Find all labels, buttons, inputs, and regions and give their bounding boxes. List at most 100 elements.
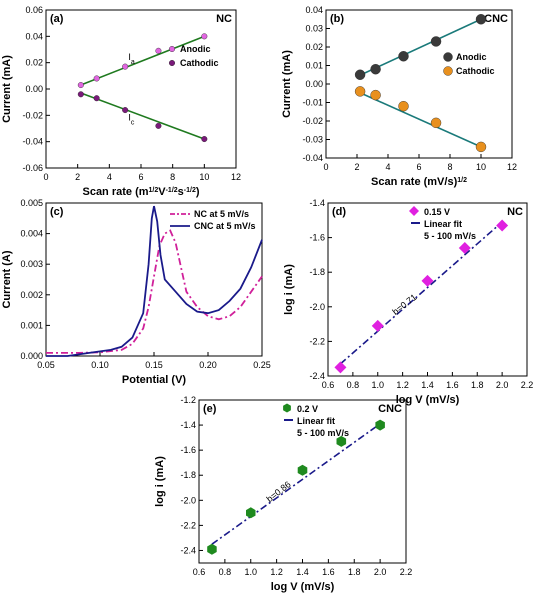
fit-line — [356, 90, 482, 148]
x-tick-label: 12 — [507, 162, 517, 172]
corner-label: CNC — [378, 403, 402, 415]
data-point — [93, 75, 100, 82]
data-point — [354, 86, 366, 97]
x-axis-label-superscript: 1/2 — [457, 177, 467, 184]
legend-label: NC at 5 mV/s — [194, 209, 249, 219]
data-point — [201, 33, 208, 40]
x-tick-label: 0 — [323, 162, 328, 172]
y-tick-label: -1.4 — [309, 198, 325, 208]
series-line — [46, 205, 263, 357]
x-tick-label: 1.6 — [322, 567, 335, 577]
y-tick-label: -0.06 — [22, 163, 43, 173]
legend-label: Linear fit — [297, 416, 335, 426]
x-tick-label: 6 — [416, 162, 421, 172]
panel-c: 0.05 0.10 0.15 0.20 0.25 0.000 0.001 0.002 0.003… — [1, 198, 271, 386]
y-tick-label: 0.005 — [20, 198, 43, 208]
panel-d: 0.6 0.8 1.0 1.2 1.4 1.6 1.8 2.0 2.2 -2.4 -2.2 -2.0 -… — [283, 198, 533, 406]
x-tick-label: 0.20 — [199, 360, 217, 370]
legend-label: 0.2 V — [297, 404, 318, 414]
data-point — [336, 435, 347, 447]
y-tick-label: 0.004 — [20, 229, 43, 239]
x-tick-label: 1.8 — [471, 380, 484, 390]
x-axis-label: Scan rate (m1/2V-1/2s-1/2) — [82, 186, 199, 198]
legend-marker — [168, 60, 175, 67]
x-tick-label: 2 — [75, 172, 80, 182]
x-tick-label: 0.25 — [253, 360, 271, 370]
corner-label: NC — [507, 206, 523, 218]
data-point — [122, 63, 129, 70]
y-tick-label: 0.02 — [305, 42, 323, 52]
panel-label: (d) — [332, 206, 346, 218]
y-tick-label: -1.4 — [180, 420, 196, 430]
data-point — [334, 361, 347, 374]
data-point — [297, 464, 308, 476]
x-tick-label: 1.2 — [270, 567, 283, 577]
x-tick-label: 0.15 — [145, 360, 163, 370]
x-tick-label: 0.6 — [322, 380, 335, 390]
x-tick-label: 12 — [231, 172, 241, 182]
x-axis-label-part: log V (mV/s) — [396, 394, 460, 406]
x-tick-label: 10 — [199, 172, 209, 182]
x-tick-label: 1.8 — [348, 567, 361, 577]
y-tick-label: 0.04 — [25, 31, 43, 41]
x-axis-label-part: log V (mV/s) — [271, 581, 335, 593]
legend-label: Cathodic — [456, 66, 495, 76]
x-tick-label: 0 — [43, 172, 48, 182]
data-point — [155, 47, 162, 54]
data-point — [496, 219, 509, 232]
y-tick-label: -1.2 — [180, 395, 196, 405]
y-axis-label: Current (mA) — [1, 55, 13, 123]
legend-note: 5 - 100 mV/s — [297, 428, 349, 438]
series-line — [46, 229, 263, 354]
data-point — [370, 89, 381, 101]
y-tick-label: -0.02 — [22, 110, 43, 120]
y-tick-label: -2.0 — [180, 495, 196, 505]
x-tick-label: 10 — [476, 162, 486, 172]
x-axis-label-part: Scan rate (m — [82, 186, 148, 198]
fit-line — [339, 221, 503, 365]
legend-note: 5 - 100 mV/s — [424, 231, 476, 241]
x-axis-label-superscript: 1/2 — [149, 187, 159, 194]
fit-line — [211, 423, 381, 545]
data-point — [201, 136, 208, 143]
data-point — [207, 543, 217, 555]
y-axis-label: log i (mA) — [283, 264, 295, 315]
x-axis-label-superscript: -1/2 — [184, 187, 196, 194]
data-point — [354, 69, 366, 80]
data-point — [475, 141, 487, 153]
y-tick-label: -2.0 — [309, 302, 325, 312]
data-point — [421, 274, 434, 287]
y-tick-label: -0.01 — [302, 98, 323, 108]
current-annotation: Ic — [128, 113, 135, 127]
x-tick-label: 2 — [354, 162, 359, 172]
y-tick-label: 0.00 — [25, 84, 43, 94]
data-point — [122, 107, 129, 114]
y-tick-label: -2.4 — [309, 371, 325, 381]
x-axis-label: log V (mV/s) — [271, 581, 335, 593]
y-tick-label: -2.2 — [309, 336, 325, 346]
current-annotation-subscript: a — [131, 59, 135, 66]
data-point — [430, 36, 442, 47]
x-axis-label-part: ) — [196, 186, 200, 198]
y-axis-label: Current (mA) — [281, 50, 293, 118]
legend-label: 0.15 V — [424, 207, 450, 217]
panel-label: (a) — [50, 13, 64, 25]
panel-a: 0 2 4 6 8 10 12 -0.06 -0.04 -0.02 0.00 0.02 0.04 0.06… — [1, 5, 241, 198]
data-point — [398, 51, 409, 62]
x-tick-label: 2.0 — [374, 567, 387, 577]
slope-label: b=0.71 — [390, 292, 418, 317]
x-axis-label-part: Potential (V) — [122, 374, 187, 386]
legend-label: CNC at 5 mV/s — [194, 221, 256, 231]
data-point — [155, 122, 162, 129]
y-tick-label: 0.002 — [20, 290, 43, 300]
data-point — [370, 63, 381, 75]
x-tick-label: 0.05 — [37, 360, 55, 370]
y-tick-label: 0.01 — [305, 61, 323, 71]
x-axis-label: Potential (V) — [122, 374, 187, 386]
panel-label: (c) — [50, 206, 64, 218]
x-tick-label: 1.2 — [396, 380, 409, 390]
x-tick-label: 1.0 — [371, 380, 384, 390]
y-tick-label: 0.06 — [25, 5, 43, 15]
x-tick-label: 1.4 — [296, 567, 309, 577]
